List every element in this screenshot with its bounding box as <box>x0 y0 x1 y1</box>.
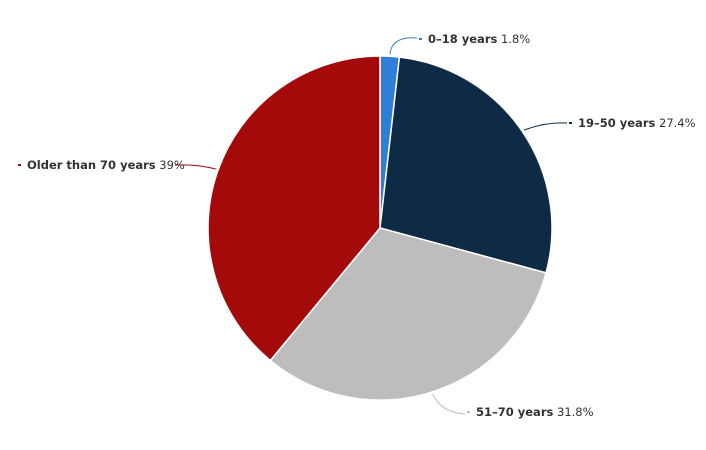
data-label-category: 19–50 years <box>578 116 655 130</box>
pie-slices <box>207 55 553 401</box>
data-label-value: 1.8% <box>497 32 530 46</box>
data-label-category: 51–70 years <box>476 405 553 419</box>
pie-slice-4[interactable] <box>207 55 381 362</box>
label-bullet-1 <box>419 38 422 40</box>
label-bullet-3 <box>467 411 470 413</box>
data-label-value: 39% <box>156 158 185 172</box>
data-label-2: 19–50 years 27.4% <box>578 116 696 130</box>
label-connector-2 <box>523 122 568 131</box>
data-labels: 0–18 years 1.8% 19–50 years 27.4% 51–70 ye… <box>18 32 696 419</box>
label-connector-4 <box>174 164 217 170</box>
data-label-category: 0–18 years <box>428 32 497 46</box>
data-label-value: 27.4% <box>655 116 695 130</box>
data-label-3: 51–70 years 31.8% <box>476 405 594 419</box>
label-bullet-2 <box>569 122 572 124</box>
label-bullet-4 <box>18 164 21 166</box>
data-label-1: 0–18 years 1.8% <box>428 32 530 46</box>
label-connector-1 <box>389 37 418 55</box>
data-label-value: 31.8% <box>553 405 593 419</box>
label-connectors <box>174 37 568 415</box>
label-connector-3 <box>432 393 466 415</box>
data-label-4: Older than 70 years 39% <box>27 158 185 172</box>
pie-slice-2[interactable] <box>379 56 553 274</box>
pie-slice-3[interactable] <box>269 227 547 401</box>
data-label-category: Older than 70 years <box>27 158 156 172</box>
